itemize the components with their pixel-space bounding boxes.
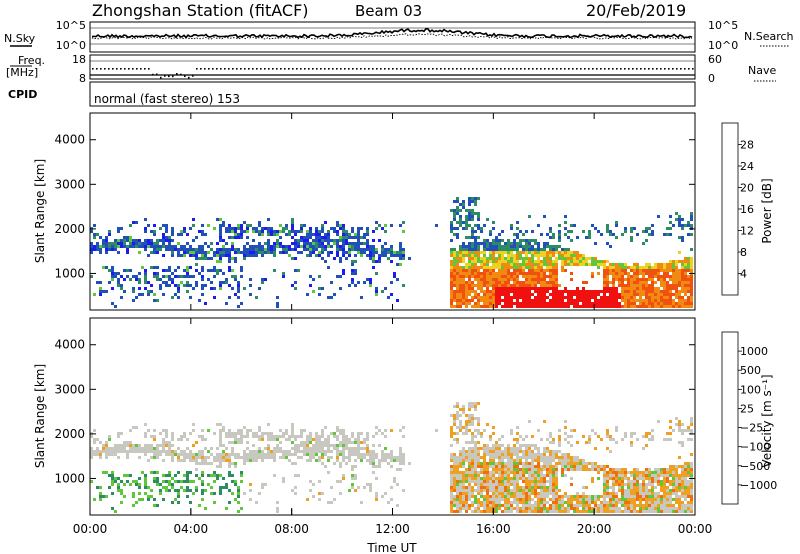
x-tick-label-3: 12:00 bbox=[375, 522, 410, 536]
cpid-text: normal (fast stereo) 153 bbox=[94, 92, 240, 106]
noise-right-tick-bottom: 10^0 bbox=[708, 39, 738, 52]
velocity-colorbar-tick-3: 25 bbox=[740, 402, 754, 415]
velocity-colorbar: 1000 500 100 25 −25 −100 −500 −1000 bbox=[721, 331, 777, 505]
velocity-colorbar-tick-2: 100 bbox=[740, 383, 761, 396]
cpid-label: CPID bbox=[8, 88, 37, 101]
velocity-colorbar-tick-1: 500 bbox=[740, 364, 761, 377]
x-tick-label-6: 00:00 bbox=[678, 522, 713, 536]
power-ylabel: Slant Range [km] bbox=[33, 159, 47, 263]
velocity-ytick-label-3000: 3000 bbox=[54, 382, 85, 396]
power-colorbar-tick-0: 4 bbox=[740, 268, 747, 281]
nave-trace bbox=[92, 68, 694, 79]
velocity-colorbar-tick-5: −100 bbox=[740, 441, 770, 454]
cpid-frame bbox=[89, 81, 696, 107]
velocity-ytick-label-2000: 2000 bbox=[54, 427, 85, 441]
date-title: 20/Feb/2019 bbox=[586, 1, 686, 20]
power-colorbar-label: Power [dB] bbox=[760, 178, 774, 243]
nave-tick-top: 60 bbox=[708, 53, 722, 66]
velocity-panel: 1000 2000 3000 4000 00:00 04:00 08:00 12:00 16:… bbox=[33, 113, 777, 554]
noise-frame bbox=[89, 21, 696, 53]
noise-left-tick-bottom: 10^0 bbox=[56, 39, 86, 52]
power-colorbar-tick-4: 20 bbox=[740, 182, 754, 195]
freq-tick-bottom: 8 bbox=[79, 72, 86, 85]
cpid-panel: CPID normal (fast stereo) 153 bbox=[8, 81, 696, 107]
power-ytick-label-2000: 2000 bbox=[54, 222, 85, 236]
freq-frame bbox=[89, 54, 696, 80]
power-colorbar: 4 8 12 16 20 24 28 bbox=[721, 122, 754, 296]
freq-label: Freq. bbox=[18, 54, 45, 67]
x-tick-label-1: 04:00 bbox=[174, 522, 209, 536]
power-colorbar-tick-3: 16 bbox=[740, 203, 754, 216]
nave-label: Nave bbox=[748, 64, 776, 77]
noise-search-trace bbox=[91, 33, 693, 40]
noise-search-label: N.Search bbox=[744, 30, 794, 43]
velocity-ylabel: Slant Range [km] bbox=[33, 364, 47, 468]
velocity-colorbar-tick-7: −1000 bbox=[740, 479, 777, 492]
power-colorbar-tick-6: 28 bbox=[740, 139, 754, 152]
power-ytick-label-4000: 4000 bbox=[54, 133, 85, 147]
velocity-colorbar-tick-4: −25 bbox=[740, 422, 763, 435]
nave-tick-bottom: 0 bbox=[708, 72, 715, 85]
x-tick-label-2: 08:00 bbox=[274, 522, 309, 536]
velocity-colorbar-label: Velocity [m s⁻¹] bbox=[760, 374, 774, 467]
velocity-cells bbox=[90, 402, 693, 513]
power-ytick-label-3000: 3000 bbox=[54, 177, 85, 191]
noise-panel: N.Sky 10^5 10^0 10^5 10^0 N.Search bbox=[4, 19, 794, 53]
noise-sky-trace bbox=[91, 27, 693, 39]
velocity-xlabel: Time UT bbox=[366, 541, 417, 554]
noise-right-tick-top: 10^5 bbox=[708, 19, 738, 32]
power-colorbar-tick-1: 8 bbox=[740, 246, 747, 259]
noise-left-tick-top: 10^5 bbox=[56, 19, 86, 32]
velocity-colorbar-tick-0: 1000 bbox=[740, 345, 768, 358]
power-ytick-label-1000: 1000 bbox=[54, 266, 85, 280]
noise-sky-label: N.Sky bbox=[4, 32, 36, 45]
freq-panel: Freq. [MHz] 18 8 60 0 Nave bbox=[6, 53, 776, 85]
x-tick-label-0: 00:00 bbox=[73, 522, 108, 536]
velocity-colorbar-tick-6: −500 bbox=[740, 460, 770, 473]
power-colorbar-tick-5: 24 bbox=[740, 160, 754, 173]
x-tick-label-5: 20:00 bbox=[577, 522, 612, 536]
power-cells bbox=[90, 197, 693, 308]
station-title: Zhongshan Station (fitACF) bbox=[92, 1, 309, 20]
velocity-ytick-label-1000: 1000 bbox=[54, 471, 85, 485]
velocity-ytick-label-4000: 4000 bbox=[54, 338, 85, 352]
freq-unit-label: [MHz] bbox=[6, 66, 38, 79]
freq-tick-top: 18 bbox=[72, 53, 86, 66]
power-panel: 1000 2000 3000 4000 Slant Range [km] 4 8 12 16… bbox=[33, 112, 774, 311]
beam-title: Beam 03 bbox=[355, 2, 422, 20]
x-tick-label-4: 16:00 bbox=[476, 522, 511, 536]
power-colorbar-tick-2: 12 bbox=[740, 225, 754, 238]
